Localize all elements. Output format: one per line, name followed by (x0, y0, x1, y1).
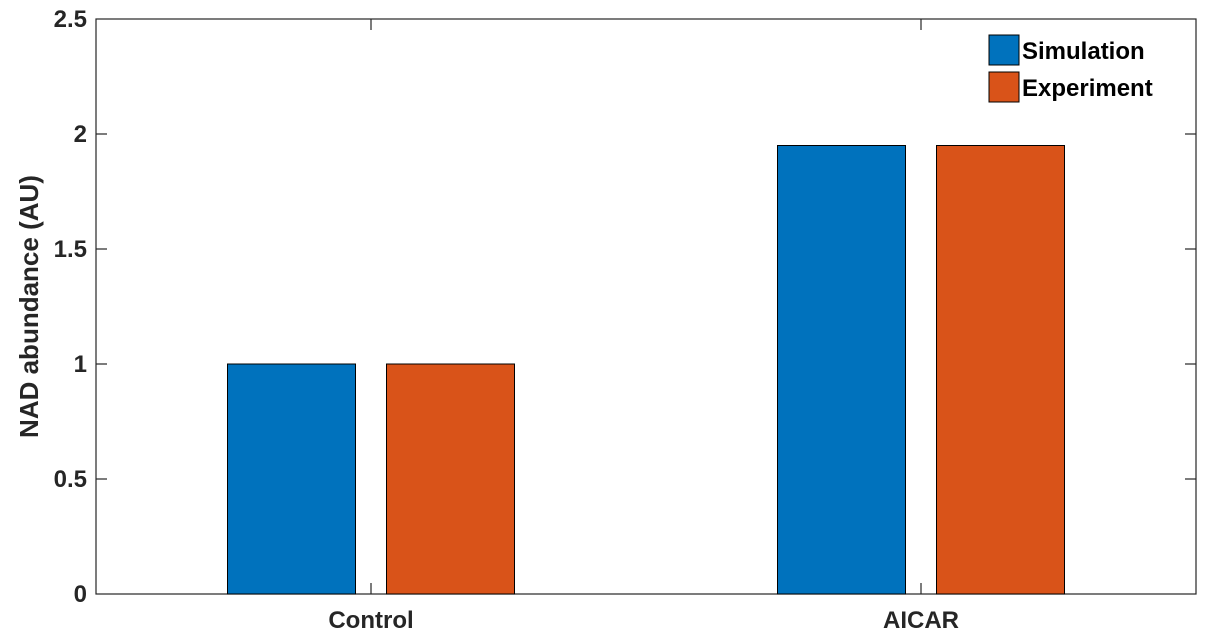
legend-swatch-experiment (988, 71, 1020, 103)
legend-label-simulation: Simulation (1022, 38, 1145, 65)
bar-experiment-control (386, 363, 515, 595)
y-tick-label: 0 (74, 581, 87, 608)
bar-simulation-control (227, 363, 356, 595)
y-tick-label: 2 (74, 121, 87, 148)
y-tick-labels: 0 0.5 1 1.5 2 2.5 (54, 6, 87, 608)
x-tick-labels: Control AICAR (328, 607, 959, 634)
x-tick-label: AICAR (883, 607, 959, 634)
y-tick-label: 0.5 (54, 466, 87, 493)
ticks-group (96, 19, 1196, 594)
y-tick-label: 2.5 (54, 6, 87, 33)
legend-swatch-simulation (988, 34, 1020, 66)
bar-experiment-aicar (936, 145, 1065, 595)
y-tick-label: 1 (74, 351, 87, 378)
legend-label-experiment: Experiment (1022, 75, 1153, 102)
x-tick-label: Control (328, 607, 413, 634)
y-axis-label: NAD abundance (AU) (14, 175, 44, 438)
y-tick-label: 1.5 (54, 236, 87, 263)
bars-group (227, 145, 1065, 595)
legend: Simulation Experiment (984, 30, 1190, 110)
bar-simulation-aicar (777, 145, 906, 595)
